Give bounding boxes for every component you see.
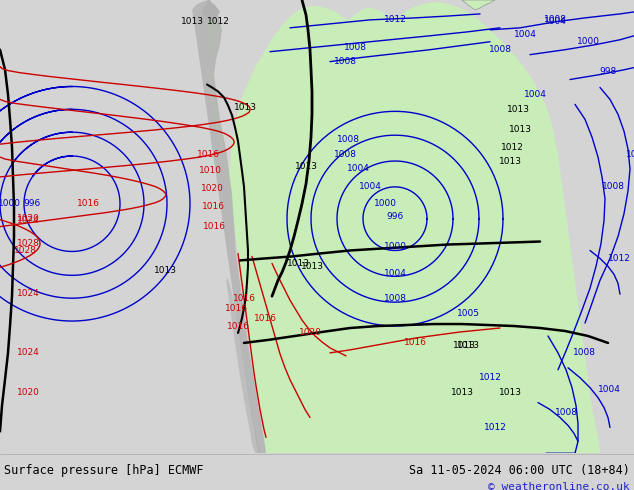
- Text: 1004: 1004: [524, 90, 547, 99]
- Text: 1016: 1016: [197, 149, 219, 159]
- Text: 1012: 1012: [501, 143, 524, 151]
- Text: 1004: 1004: [359, 182, 382, 192]
- Text: 1012: 1012: [484, 423, 507, 432]
- Text: 1020: 1020: [299, 328, 321, 338]
- Text: 1008: 1008: [333, 57, 356, 66]
- Text: 1008: 1008: [333, 149, 356, 159]
- Text: 1013: 1013: [456, 342, 479, 350]
- Text: 1013: 1013: [508, 125, 531, 134]
- Polygon shape: [226, 278, 260, 453]
- Text: 1013: 1013: [295, 163, 318, 172]
- Text: 996: 996: [386, 212, 404, 221]
- Text: 1016: 1016: [233, 294, 256, 303]
- Text: 1008: 1008: [573, 348, 596, 357]
- Text: 1024: 1024: [16, 216, 39, 225]
- Text: 1016: 1016: [202, 222, 226, 231]
- Text: 1004: 1004: [626, 149, 634, 159]
- Text: 1016: 1016: [254, 314, 276, 322]
- Text: 1020: 1020: [16, 214, 39, 223]
- Text: 1004: 1004: [514, 30, 536, 39]
- Text: 1000: 1000: [384, 242, 406, 251]
- Text: 1008: 1008: [344, 43, 366, 52]
- Text: 1013: 1013: [301, 262, 323, 271]
- Text: 1020: 1020: [16, 388, 39, 397]
- Text: 1024: 1024: [16, 289, 39, 298]
- Text: 1016: 1016: [403, 339, 427, 347]
- Text: 1004: 1004: [543, 17, 566, 26]
- Text: 1020: 1020: [200, 184, 223, 194]
- Text: © weatheronline.co.uk: © weatheronline.co.uk: [488, 482, 630, 490]
- Polygon shape: [462, 0, 495, 10]
- Text: 1016: 1016: [226, 321, 250, 331]
- Text: 1004: 1004: [347, 165, 370, 173]
- Text: 1008: 1008: [384, 294, 406, 303]
- Text: 1028: 1028: [16, 239, 39, 248]
- Text: 996: 996: [23, 199, 41, 208]
- Text: 1010: 1010: [198, 167, 221, 175]
- Text: 1008: 1008: [543, 15, 567, 24]
- Text: 1024: 1024: [16, 348, 39, 357]
- Text: 1004: 1004: [384, 269, 406, 278]
- Text: 1000: 1000: [576, 37, 600, 46]
- Polygon shape: [202, 0, 220, 20]
- Text: 1008: 1008: [489, 45, 512, 54]
- Text: 1008: 1008: [602, 182, 625, 192]
- Text: 1012: 1012: [608, 254, 631, 263]
- Text: 1013: 1013: [451, 388, 474, 397]
- Text: 1008: 1008: [555, 408, 578, 417]
- Text: 1016: 1016: [224, 304, 247, 313]
- Text: 1013: 1013: [181, 17, 204, 26]
- Text: 1005: 1005: [456, 309, 479, 318]
- Text: 1012: 1012: [384, 15, 406, 24]
- Text: 1000: 1000: [0, 199, 20, 208]
- Text: 1013: 1013: [153, 266, 176, 275]
- Text: 1012: 1012: [207, 17, 230, 26]
- Text: 1016: 1016: [77, 199, 100, 208]
- Polygon shape: [192, 0, 266, 453]
- Text: 1000: 1000: [373, 199, 396, 208]
- Text: 1013: 1013: [287, 259, 309, 268]
- Text: Sa 11-05-2024 06:00 UTC (18+84): Sa 11-05-2024 06:00 UTC (18+84): [409, 464, 630, 477]
- Text: 1012: 1012: [479, 373, 501, 382]
- Text: 1028: 1028: [13, 246, 36, 255]
- Text: 1013: 1013: [498, 388, 522, 397]
- Text: 1004: 1004: [598, 385, 621, 394]
- Polygon shape: [208, 0, 600, 453]
- Text: 1013: 1013: [453, 342, 476, 350]
- Text: 1013: 1013: [507, 105, 529, 114]
- Text: 1016: 1016: [202, 202, 224, 211]
- Text: 1013: 1013: [498, 156, 522, 166]
- Text: 998: 998: [599, 67, 617, 76]
- Text: Surface pressure [hPa] ECMWF: Surface pressure [hPa] ECMWF: [4, 464, 204, 477]
- Text: 1008: 1008: [337, 135, 359, 144]
- Text: 1013: 1013: [233, 103, 257, 112]
